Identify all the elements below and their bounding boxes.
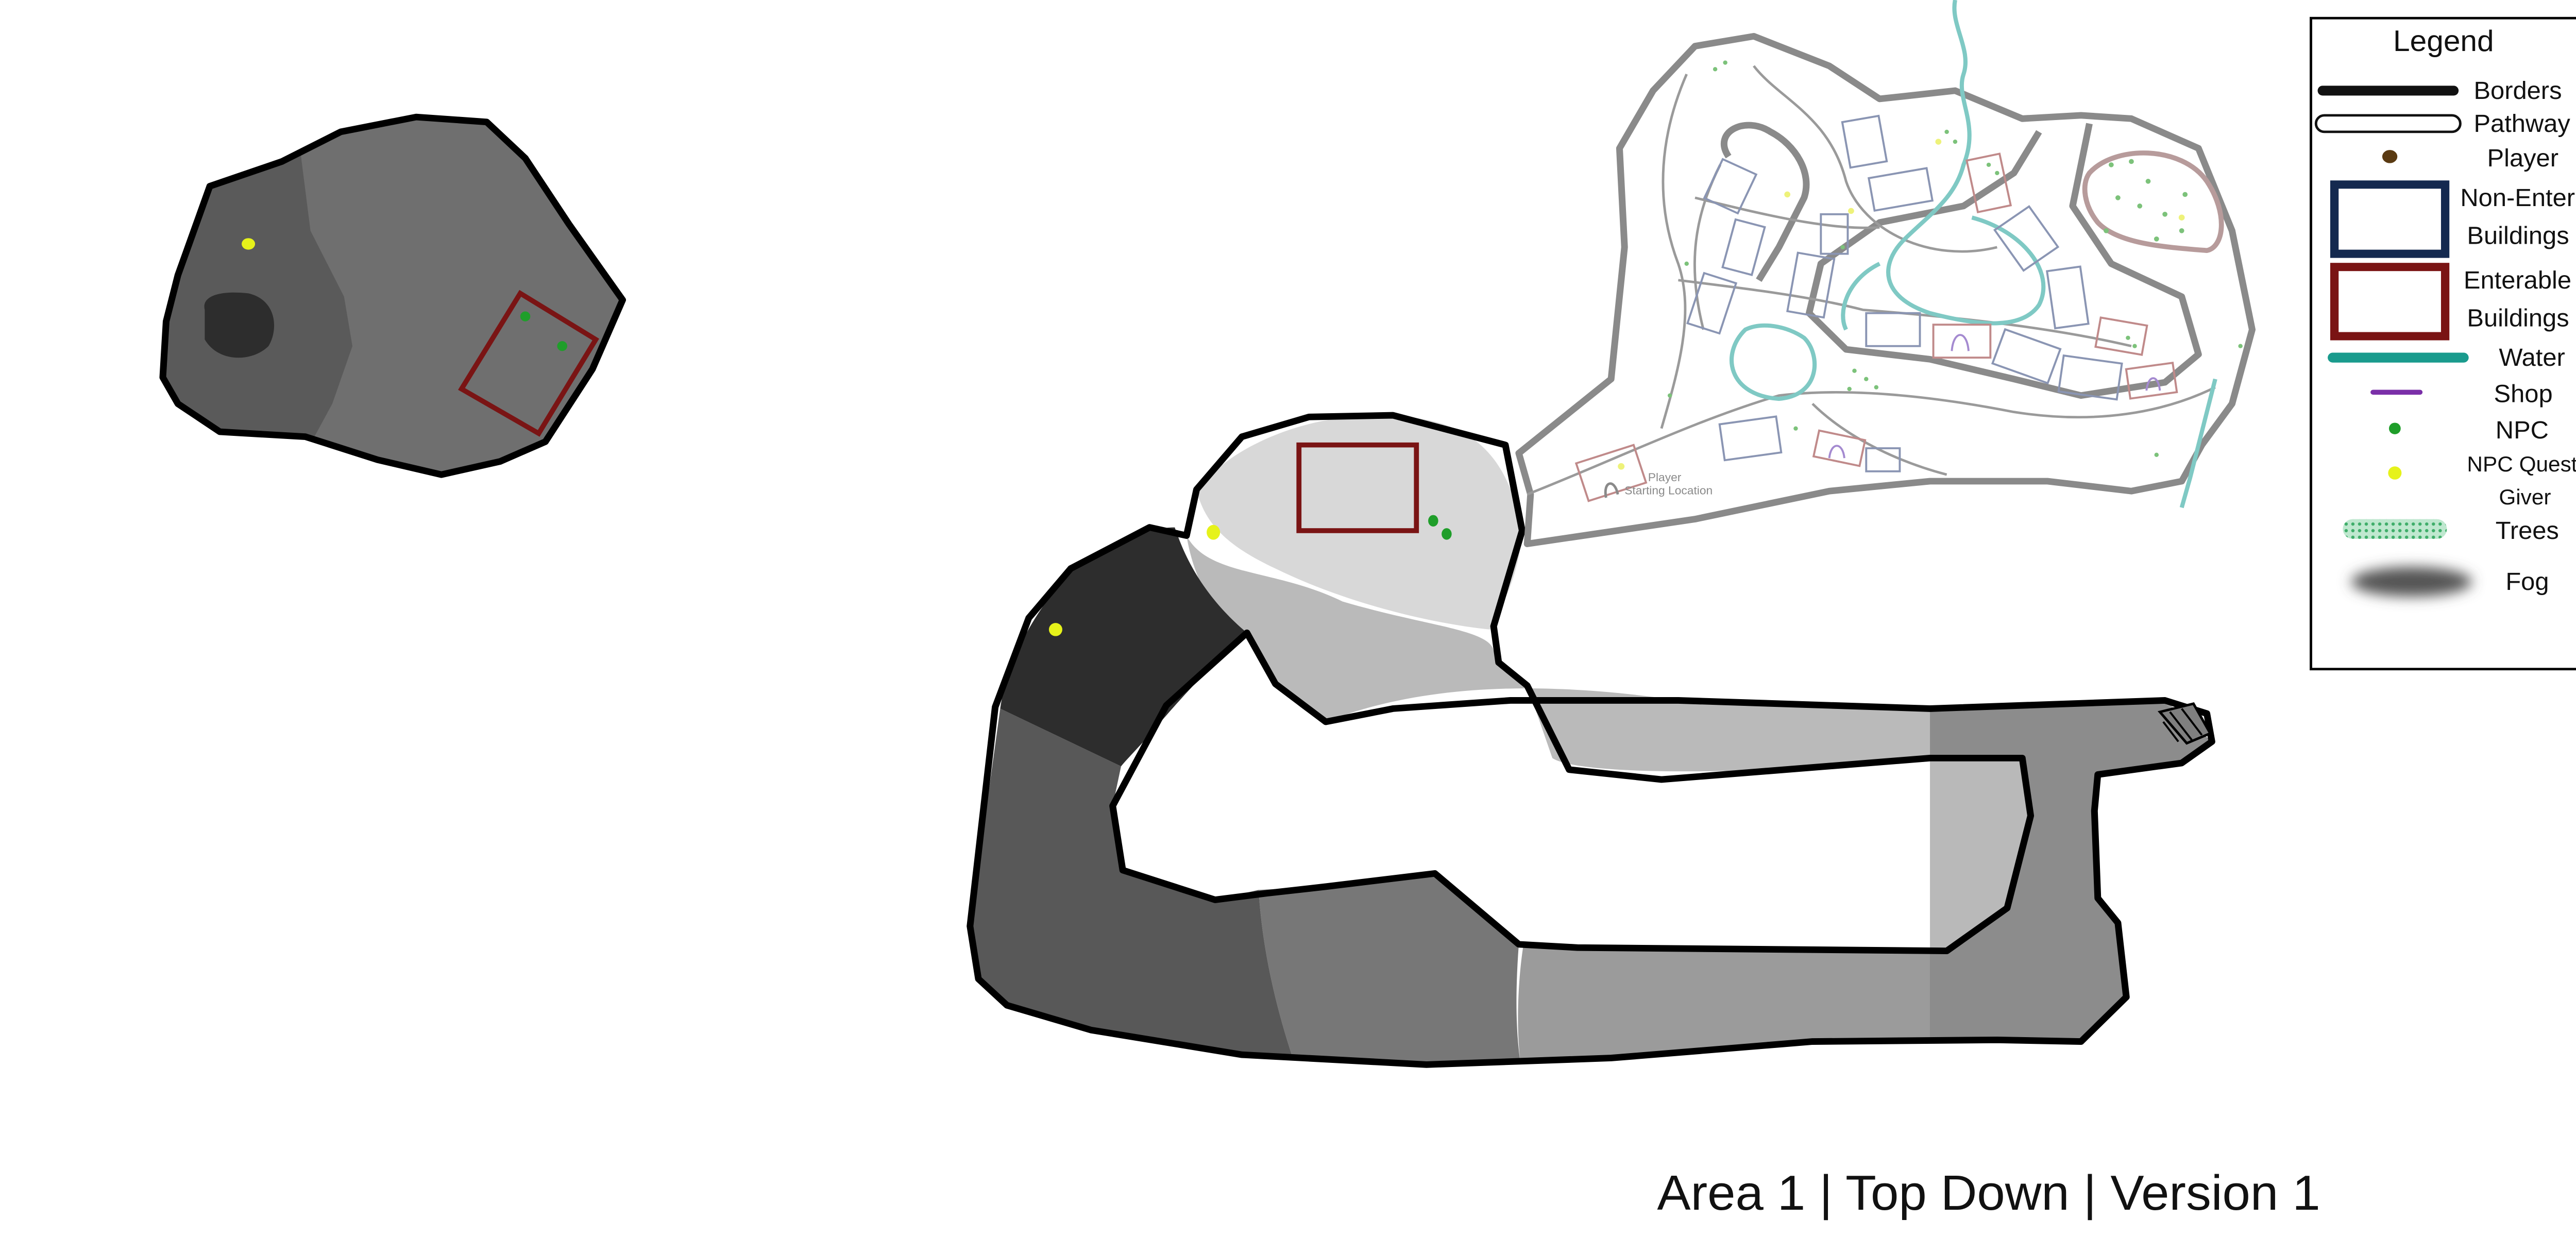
- starting-location-label: Starting Location: [1624, 484, 1713, 497]
- legend-enterable-2: Buildings: [2467, 304, 2569, 332]
- exit-hatch: [2157, 702, 2212, 745]
- legend-swatch-non-enter: [2330, 180, 2450, 258]
- legend-non-enter-1: Non-Enter: [2460, 184, 2575, 212]
- legend-shop: Shop: [2494, 380, 2553, 408]
- legend-quest-1: NPC Quest: [2467, 452, 2576, 476]
- npc-marker: [1442, 528, 1452, 540]
- legend-pathway: Pathway: [2473, 110, 2570, 138]
- left-island: [159, 113, 626, 478]
- legend-non-enter-2: Buildings: [2467, 222, 2569, 250]
- landmass-border: [967, 412, 2215, 1068]
- legend-borders: Borders: [2473, 77, 2562, 105]
- legend-swatch-player: [2382, 150, 2398, 163]
- cave-hole: [204, 292, 275, 358]
- legend-player: Player: [2487, 144, 2558, 172]
- legend-swatch-fog: [2351, 567, 2472, 597]
- npc-marker: [1428, 515, 1438, 527]
- legend-quest-2: Giver: [2499, 485, 2551, 509]
- legend-fog: Fog: [2505, 568, 2549, 596]
- island-border: [159, 113, 626, 478]
- enterable-building: [458, 290, 600, 437]
- legend-swatch-enterable: [2330, 263, 2450, 341]
- legend-swatch-trees: [2343, 519, 2447, 539]
- legend-trees: Trees: [2496, 517, 2559, 545]
- legend-title: Legend: [2393, 25, 2494, 58]
- quest-giver-marker: [1048, 623, 1062, 636]
- quest-giver-marker: [1207, 524, 1221, 540]
- player-label: Player: [1648, 471, 1682, 484]
- legend: Legend Borders Pathway Player Non-Enter …: [2310, 16, 2576, 671]
- npc-marker: [557, 341, 568, 351]
- town-sketch: Player Starting Location: [1515, 0, 2256, 547]
- main-landmass: [967, 412, 2215, 1068]
- legend-enterable-1: Enterable: [2464, 266, 2571, 294]
- quest-giver-marker: [242, 238, 256, 250]
- npc-marker: [520, 311, 531, 321]
- legend-swatch-npc: [2388, 422, 2401, 434]
- enterable-building: [1296, 442, 1419, 533]
- legend-swatch-pathway: [2314, 114, 2462, 133]
- map-caption: Area 1 | Top Down | Version 1: [1657, 1165, 2320, 1221]
- legend-swatch-quest-giver: [2388, 466, 2402, 480]
- legend-npc: NPC: [2496, 416, 2549, 444]
- legend-water: Water: [2499, 344, 2565, 371]
